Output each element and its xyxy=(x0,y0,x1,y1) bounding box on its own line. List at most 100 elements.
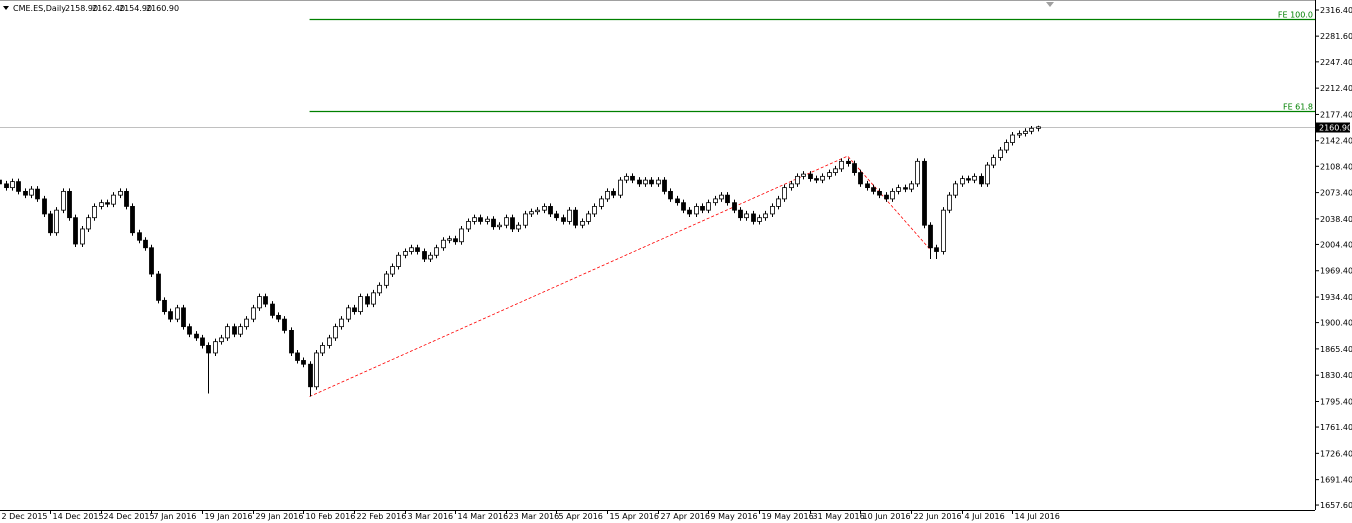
candle-body xyxy=(643,179,648,185)
candle-body xyxy=(1004,142,1009,151)
candle-body xyxy=(700,206,705,211)
candle-body xyxy=(814,178,819,181)
shift-marker xyxy=(1046,2,1054,7)
candle-body xyxy=(308,363,313,388)
candle-body xyxy=(852,163,857,174)
candle-body xyxy=(668,190,673,200)
x-tick-label: 4 Jul 2016 xyxy=(965,512,1005,521)
candle-body xyxy=(206,345,211,354)
candle-body xyxy=(314,352,319,388)
candle-body xyxy=(985,164,990,185)
candle-body xyxy=(649,179,654,185)
candle-body xyxy=(238,326,243,335)
candle-body xyxy=(371,292,376,305)
candle-body xyxy=(738,209,743,219)
candle-body xyxy=(137,232,142,241)
candle-body xyxy=(156,273,161,301)
candle-body xyxy=(390,266,395,275)
candle-body xyxy=(478,217,483,222)
candle-body xyxy=(871,187,876,192)
candle-body xyxy=(175,307,180,320)
x-tick-label: 22 Jun 2016 xyxy=(914,512,962,521)
x-tick-label: 10 Feb 2016 xyxy=(306,512,356,521)
candle-body xyxy=(504,217,509,226)
candle-body xyxy=(257,296,262,309)
candle-body xyxy=(820,175,825,181)
x-tick-label: 2 Dec 2015 xyxy=(2,512,48,521)
y-tick-label: 1934.40 xyxy=(1320,293,1352,302)
candle-body xyxy=(453,238,458,243)
candle-body xyxy=(111,194,116,205)
candle-body xyxy=(846,160,851,164)
candle-body xyxy=(485,218,490,222)
candle-body xyxy=(687,209,692,215)
x-tick-label: 27 Apr 2016 xyxy=(661,512,710,521)
fe-level-label: FE 61.8 xyxy=(1283,103,1313,112)
candle-body xyxy=(497,224,502,228)
candle-body xyxy=(896,187,901,192)
candle-body xyxy=(466,221,471,230)
candle-body xyxy=(54,209,59,234)
x-tick-label: 5 Apr 2016 xyxy=(559,512,603,521)
fibo-expansion-line xyxy=(309,155,931,397)
candle-body xyxy=(409,247,414,252)
candle-body xyxy=(966,178,971,181)
candle-body xyxy=(542,206,547,211)
candle-body xyxy=(548,206,553,215)
candle-body xyxy=(346,307,351,320)
candle-body xyxy=(219,337,224,343)
candle-body xyxy=(580,221,585,226)
y-tick-label: 1865.40 xyxy=(1320,345,1352,354)
candle-body xyxy=(561,217,566,222)
candle-body xyxy=(776,198,781,207)
candle-body xyxy=(352,307,357,313)
candle-body xyxy=(377,284,382,294)
fe-level-label: FE 100.0 xyxy=(1278,11,1313,20)
y-tick-label: 2316.40 xyxy=(1320,6,1352,15)
ohlc-high: 2162.40 xyxy=(92,4,125,13)
y-tick-label: 2038.40 xyxy=(1320,215,1352,224)
candle-body xyxy=(839,160,844,170)
candle-body xyxy=(35,188,40,200)
candle-body xyxy=(523,213,528,226)
y-tick-label: 2004.40 xyxy=(1320,240,1352,249)
candle-body xyxy=(599,198,604,207)
candle-body xyxy=(124,190,129,207)
candle-body xyxy=(529,211,534,215)
candle-body xyxy=(365,296,370,305)
candle-body xyxy=(991,157,996,166)
ohlc-low: 2154.90 xyxy=(119,4,152,13)
y-tick-label: 1795.40 xyxy=(1320,397,1352,406)
candle-body xyxy=(396,254,401,267)
y-tick-label: 1969.40 xyxy=(1320,267,1352,276)
candle-body xyxy=(1036,126,1041,129)
x-tick-label: 3 Mar 2016 xyxy=(408,512,454,521)
candle-body xyxy=(903,187,908,190)
candle-body xyxy=(516,224,521,230)
candle-body xyxy=(441,239,446,249)
candle-body xyxy=(865,183,870,189)
candle-body xyxy=(168,311,173,320)
candle-body xyxy=(67,190,72,219)
candle-body xyxy=(48,213,53,234)
y-tick-label: 1657.60 xyxy=(1320,501,1352,510)
candle-body xyxy=(858,172,863,185)
ohlc-close: 2160.90 xyxy=(146,4,179,13)
candle-body xyxy=(447,238,452,241)
candle-body xyxy=(4,183,9,189)
candle-body xyxy=(42,198,47,215)
candle-body xyxy=(535,209,540,213)
candle-body xyxy=(92,206,97,219)
candle-body xyxy=(1029,127,1034,132)
candle-body xyxy=(384,273,389,286)
candle-body xyxy=(270,303,275,316)
x-tick-label: 29 Jan 2016 xyxy=(256,512,304,521)
x-tick-label: 19 May 2016 xyxy=(762,512,814,521)
candle-body xyxy=(339,318,344,328)
candle-body xyxy=(86,217,91,230)
candle-body xyxy=(719,194,724,200)
candle-body xyxy=(472,217,477,222)
candle-body xyxy=(99,202,104,207)
candle-body xyxy=(630,175,635,181)
candle-body xyxy=(801,173,806,177)
